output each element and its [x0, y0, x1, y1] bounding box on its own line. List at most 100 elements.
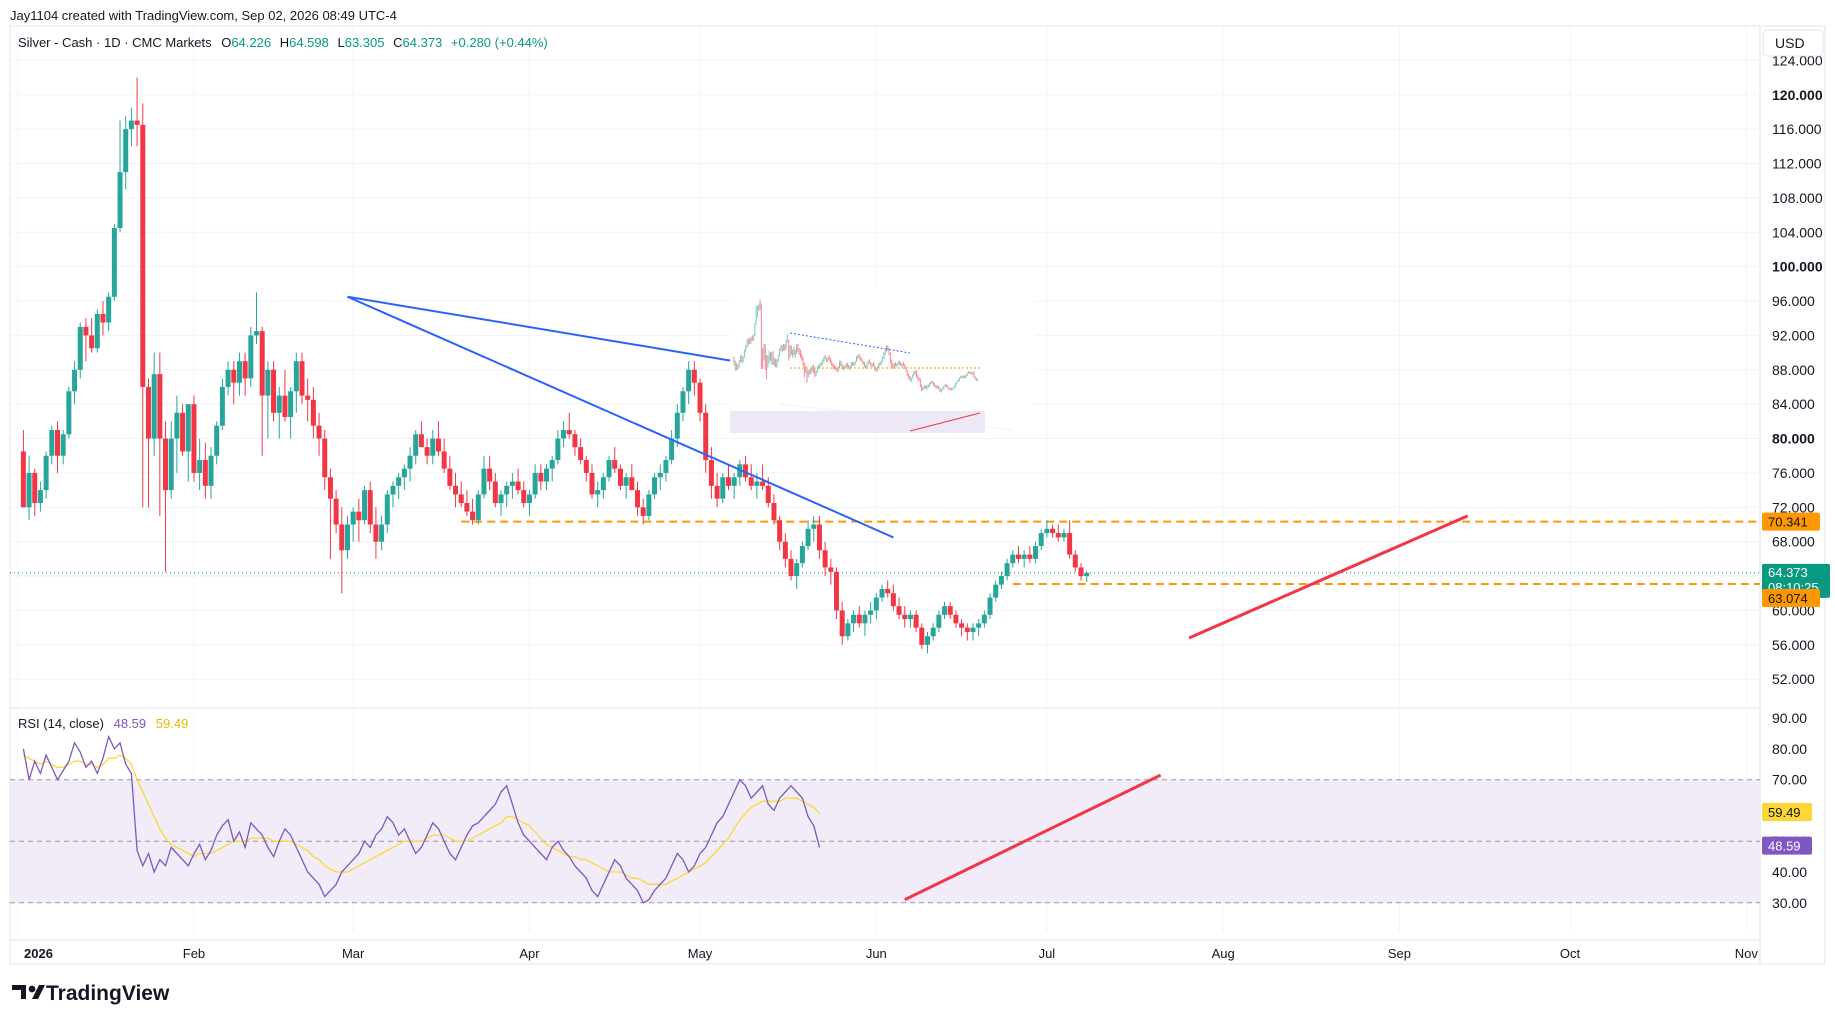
candle-body: [839, 610, 845, 637]
price-tick-label: 84.000: [1772, 396, 1815, 412]
rsi-tick-label: 40.00: [1772, 864, 1807, 880]
candle-body: [37, 490, 43, 504]
symbol-legend[interactable]: Silver - Cash · 1D · CMC Markets O64.226…: [18, 35, 548, 50]
tradingview-logo[interactable]: TradingView: [12, 982, 170, 1005]
candle-body: [254, 331, 260, 336]
candle-body: [771, 503, 777, 521]
price-tick-label: 100.000: [1772, 259, 1823, 275]
candle-body: [1021, 554, 1027, 559]
time-tick-label: Jul: [1039, 946, 1056, 961]
candle-body: [652, 477, 658, 495]
candle-body: [202, 460, 208, 486]
candle-body: [492, 481, 498, 504]
rsi-legend-ma: 59.49: [156, 716, 189, 731]
candle-body: [708, 460, 714, 486]
candle-body: [561, 429, 567, 439]
candle-body: [89, 335, 95, 349]
candle-body: [845, 623, 851, 637]
blue-trendline: [347, 295, 894, 539]
attribution-text: Jay1104 created with TradingView.com, Se…: [10, 8, 397, 23]
legend-l-label: L: [338, 35, 345, 50]
candle-body: [1055, 533, 1061, 538]
rsi-tick-label: 90.00: [1772, 710, 1807, 726]
candle-body: [623, 477, 629, 486]
candle-body: [509, 481, 515, 486]
candle-body: [305, 395, 311, 400]
candle-body: [83, 326, 89, 336]
candle-body: [77, 326, 83, 370]
candle-body: [225, 369, 231, 387]
candle-body: [413, 434, 419, 456]
candle-body: [794, 563, 800, 577]
time-tick-label: Apr: [519, 946, 540, 961]
candle-body: [94, 313, 100, 349]
svg-text:Silver - Cash · 1D · CMC Marke: Silver - Cash · 1D · CMC Markets O64.226…: [18, 35, 548, 50]
rsi-series: [22, 734, 821, 904]
candle-body: [282, 395, 288, 418]
inset-thumbnail: [730, 283, 1035, 435]
inset-trendline: [789, 332, 911, 354]
rsi-ma-badge: 59.49: [1762, 803, 1812, 822]
candle-body: [151, 374, 157, 439]
candle-body: [185, 404, 191, 452]
candle-body: [720, 477, 726, 499]
candle-body: [26, 472, 32, 508]
rsi-tick-label: 70.00: [1772, 772, 1807, 788]
candle-body: [1044, 528, 1050, 534]
candle-body: [1067, 533, 1073, 555]
candle-body: [822, 550, 828, 568]
rsi-legend-value: 48.59: [114, 716, 147, 731]
candle-body: [1072, 554, 1078, 568]
candle-body: [600, 477, 606, 491]
candle-body: [811, 524, 817, 529]
rsi-ma-line: [23, 754, 820, 885]
candle-body: [703, 412, 709, 461]
legend-h-value: 64.598: [289, 35, 329, 50]
time-tick-label: Sep: [1388, 946, 1411, 961]
candle-body: [163, 438, 169, 491]
candle-body: [851, 614, 857, 624]
candle-body: [913, 614, 919, 628]
candle-body: [288, 391, 294, 418]
candle-body: [276, 395, 282, 413]
candle-body: [515, 481, 521, 491]
price-tick-label: 92.000: [1772, 327, 1815, 343]
candle-body: [259, 331, 265, 396]
price-tick-label: 72.000: [1772, 499, 1815, 515]
candle-body: [572, 434, 578, 448]
time-tick-label: Aug: [1212, 946, 1235, 961]
red-trendline: [1188, 514, 1469, 640]
candle-body: [72, 369, 78, 392]
price-tick-label: 116.000: [1772, 121, 1822, 137]
legend-o-value: 64.226: [231, 35, 271, 50]
candle-body: [981, 614, 987, 624]
candle-body: [612, 460, 618, 469]
candle-body: [367, 490, 373, 525]
candle-body: [748, 477, 754, 486]
currency-button[interactable]: USD: [1762, 29, 1824, 57]
candle-body: [634, 490, 640, 508]
candle-body: [145, 386, 151, 439]
candle-body: [765, 485, 771, 504]
legend-change: +0.280 (+0.44%): [451, 35, 548, 50]
horizontal-levels: [10, 520, 1760, 586]
candle-body: [219, 386, 225, 426]
candle-body: [896, 606, 902, 615]
candle-body: [777, 520, 783, 542]
candle-body: [902, 614, 908, 620]
candle-body: [885, 588, 891, 594]
candle-body: [236, 361, 242, 383]
time-axis[interactable]: 2026 Feb Mar Apr May Jun Jul Aug Sep Oct Nov: [24, 946, 1758, 961]
candle-body: [743, 464, 749, 478]
time-tick-label: 2026: [24, 946, 53, 961]
candle-body: [117, 172, 123, 228]
candle-body: [930, 627, 936, 637]
legend-symbol: Silver - Cash · 1D · CMC Markets: [18, 35, 212, 50]
candle-body: [458, 494, 464, 504]
candle-body: [879, 588, 885, 598]
candle-body: [697, 382, 703, 413]
rsi-legend[interactable]: RSI (14, close) 48.59 59.49: [18, 716, 188, 731]
candle-body: [111, 227, 117, 297]
candle-body: [54, 429, 60, 456]
